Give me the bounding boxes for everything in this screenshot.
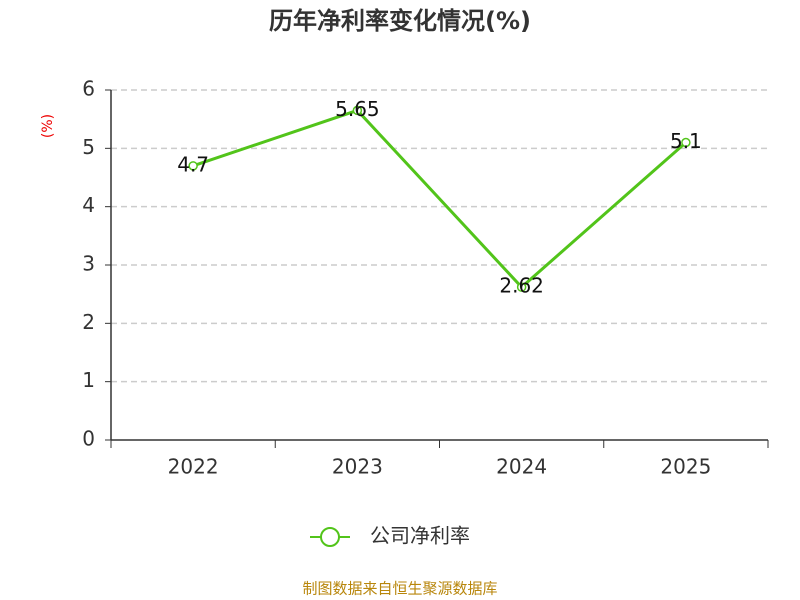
- point: [681, 137, 691, 148]
- point: [188, 161, 198, 171]
- x-tick-label: 2023: [332, 455, 383, 479]
- data-label: 2.62: [499, 274, 544, 298]
- y-tick-label: 2: [82, 310, 95, 334]
- chart-title: 历年净利率变化情况(%): [269, 7, 531, 35]
- line: [192, 108, 687, 290]
- data-label: 5.1: [670, 129, 702, 153]
- y-tick-label: 3: [82, 252, 95, 276]
- y-tick-label: 1: [82, 368, 95, 392]
- x-tick-label: 2022: [168, 455, 219, 479]
- y-tick-label: 0: [82, 427, 95, 451]
- legend-label: 公司净利率: [370, 524, 470, 548]
- y-tick-label: 5: [82, 135, 95, 159]
- x-tick-label: 2024: [496, 455, 547, 479]
- data-label: 4.7: [177, 152, 209, 176]
- y-tick-label: 6: [82, 77, 95, 101]
- x-tick-label: 2025: [660, 455, 711, 479]
- y-tick-label: 4: [82, 193, 95, 217]
- legend-marker: [320, 527, 340, 547]
- data-label: 5.65: [335, 97, 380, 121]
- source-note: 制图数据来自恒生聚源数据库: [302, 580, 497, 598]
- point: [516, 282, 527, 292]
- point: [352, 105, 363, 116]
- y-axis-label: (%): [40, 114, 56, 138]
